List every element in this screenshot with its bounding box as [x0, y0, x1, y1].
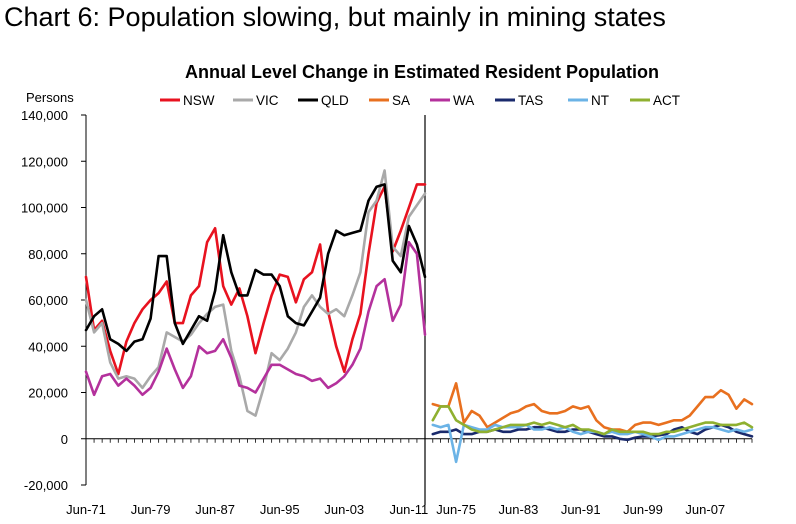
x-tick-label: Jun-75: [436, 502, 476, 517]
legend-label-act: ACT: [653, 93, 680, 108]
x-tick-label: Jun-11: [389, 502, 428, 517]
chart-title: Annual Level Change in Estimated Residen…: [185, 62, 659, 82]
y-axis: 140,000 120,000 100,000 80,000 60,000 40,000 2…: [21, 108, 87, 493]
x-tick-label: Jun-71: [66, 502, 106, 517]
legend-label-qld: QLD: [321, 93, 349, 108]
x-tick-label: Jun-87: [195, 502, 235, 517]
panel-left: Jun-71 Jun-79 Jun-87 Jun-95 Jun-03 Jun-11: [66, 115, 428, 517]
y-axis-label: Persons: [26, 90, 74, 105]
legend: NSW VIC QLD SA WA TAS NT ACT: [160, 93, 680, 108]
series-line-vic: [84, 169, 427, 417]
y-tick-label: 20,000: [28, 386, 68, 401]
x-tick-label: Jun-03: [324, 502, 364, 517]
y-tick-label: 120,000: [21, 154, 68, 169]
x-tick-label: Jun-95: [260, 502, 300, 517]
page-title: Chart 6: Population slowing, but mainly …: [4, 2, 666, 32]
y-tick-label: 80,000: [28, 247, 68, 262]
series-line-nsw: [84, 183, 427, 376]
series-line-act: [431, 405, 754, 436]
x-tick-label: Jun-91: [561, 502, 601, 517]
y-tick-label: 0: [61, 432, 68, 447]
legend-label-tas: TAS: [518, 93, 543, 108]
y-tick-label: 60,000: [28, 293, 68, 308]
y-tick-label: -20,000: [24, 478, 68, 493]
panel-right: Jun-75 Jun-83 Jun-91 Jun-99 Jun-07: [424, 381, 754, 517]
legend-label-sa: SA: [392, 93, 410, 108]
y-tick-label: 100,000: [21, 201, 68, 216]
x-tick-label: Jun-83: [499, 502, 539, 517]
series-line-wa: [84, 240, 427, 397]
series-line-sa: [431, 381, 754, 434]
x-tick-label: Jun-07: [685, 502, 725, 517]
y-tick-label: 40,000: [28, 339, 68, 354]
legend-label-vic: VIC: [256, 93, 279, 108]
series-line-qld: [84, 183, 427, 353]
legend-label-nsw: NSW: [183, 93, 215, 108]
legend-label-wa: WA: [453, 93, 474, 108]
x-tick-label: Jun-79: [131, 502, 171, 517]
legend-label-nt: NT: [591, 93, 609, 108]
x-tick-label: Jun-99: [623, 502, 663, 517]
y-tick-label: 140,000: [21, 108, 68, 123]
